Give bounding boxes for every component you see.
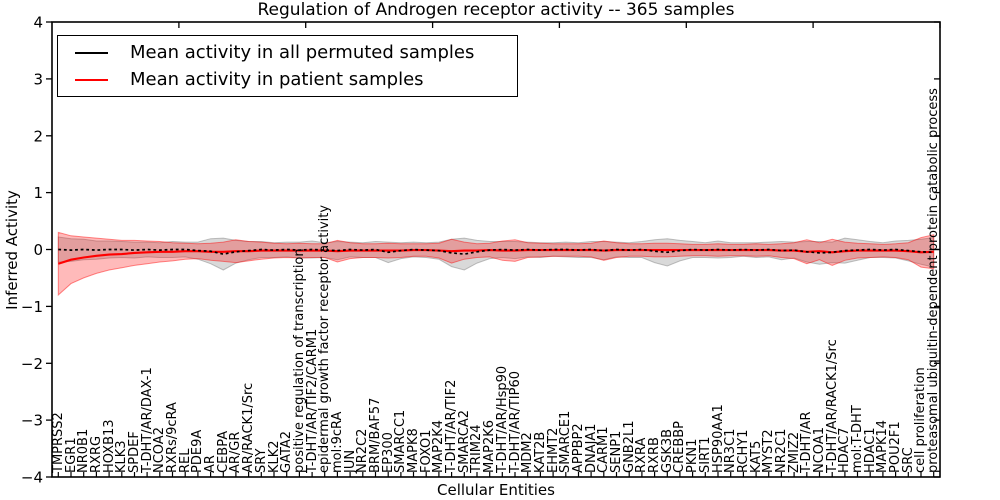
patient-line-swatch: [75, 78, 108, 81]
y-tick-label: −2: [21, 355, 43, 373]
legend-label-permuted: Mean activity in all permuted samples: [130, 42, 475, 63]
legend-entry-patient: Mean activity in patient samples: [75, 69, 517, 90]
patient-band: [57, 231, 935, 297]
y-tick-label: 3: [33, 70, 43, 88]
y-tick-label: 2: [33, 127, 43, 145]
permuted-line-swatch: [75, 51, 108, 54]
chart-title: Regulation of Androgen receptor activity…: [257, 0, 735, 20]
x-axis-label: Cellular Entities: [437, 481, 555, 499]
legend-entry-permuted: Mean activity in all permuted samples: [75, 42, 517, 63]
permuted-band: [57, 236, 935, 271]
legend: Mean activity in all permuted samples Me…: [57, 35, 518, 97]
y-tick-label: 0: [33, 241, 43, 259]
y-tick-label: −1: [21, 298, 43, 316]
legend-label-patient: Mean activity in patient samples: [130, 69, 424, 90]
y-tick-label: 4: [33, 14, 43, 32]
x-tick-label: proteasomal ubiquitin-dependent protein …: [926, 88, 942, 473]
y-tick-label: −3: [21, 412, 43, 430]
permuted-mean-line: [58, 248, 934, 255]
y-axis-label: Inferred Activity: [3, 190, 21, 310]
y-tick-label: −4: [21, 469, 43, 487]
y-tick-label: 1: [33, 184, 43, 202]
